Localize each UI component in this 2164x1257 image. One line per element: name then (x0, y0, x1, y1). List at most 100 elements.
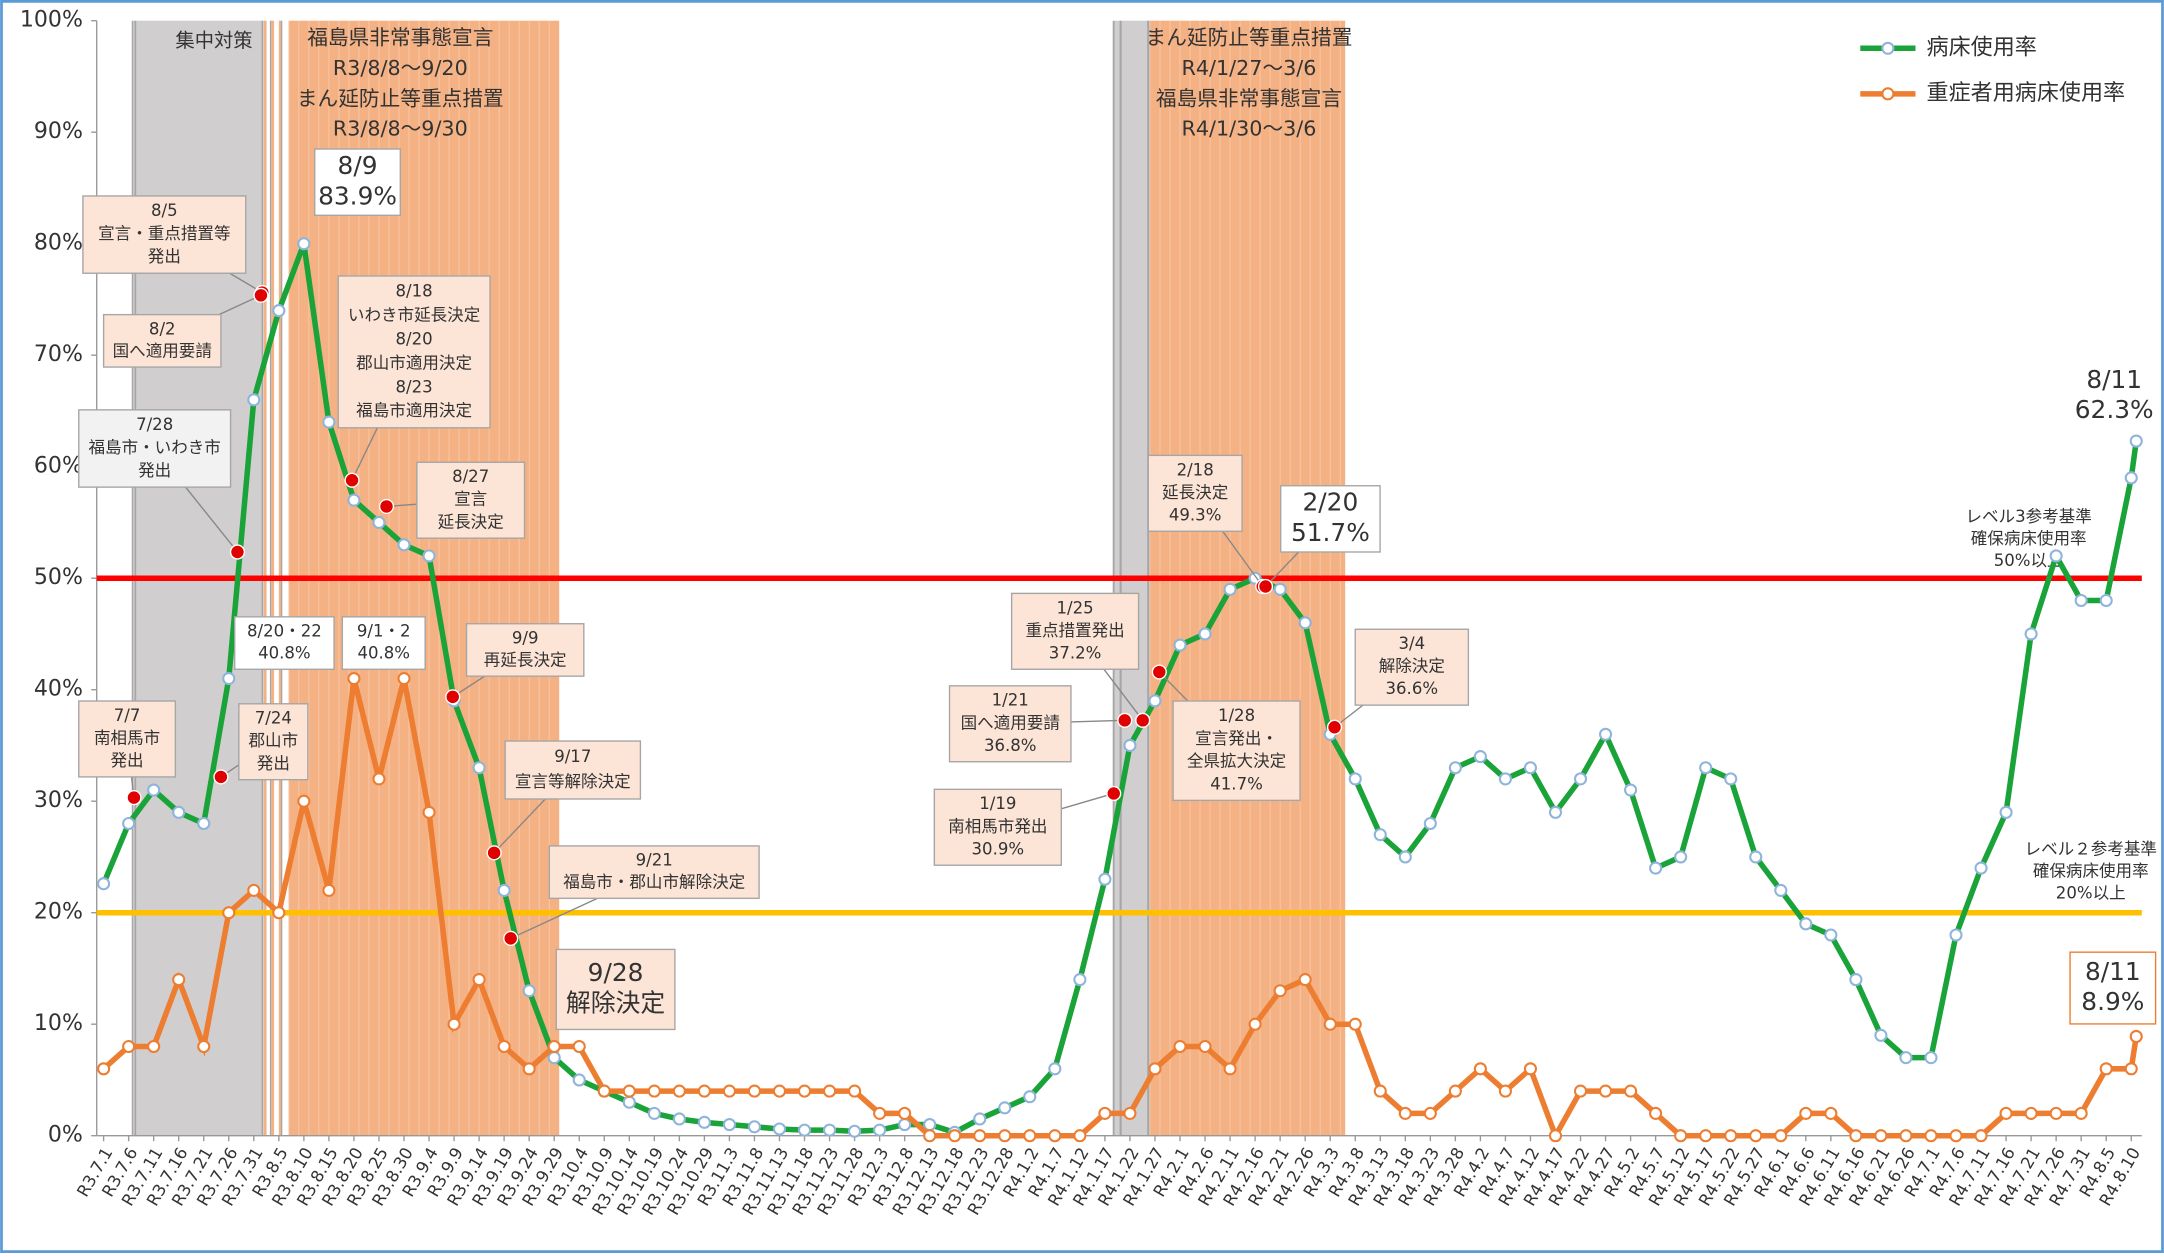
data-point (898, 1106, 912, 1120)
data-point (2129, 434, 2143, 448)
region-label: まん延防止等重点措置 (297, 86, 504, 110)
callout-box (1280, 485, 1381, 553)
data-point (397, 671, 411, 686)
data-point (622, 1084, 636, 1098)
data-point (222, 671, 236, 686)
y-tick-label: 80% (34, 231, 83, 256)
data-point (172, 973, 186, 987)
data-point (1298, 616, 1312, 630)
callout-text: 発出 (111, 751, 144, 770)
callout-point (378, 498, 395, 515)
reference-label: 確保病床使用率 (2033, 862, 2149, 881)
data-point (1674, 850, 1688, 864)
callout-box (82, 195, 247, 274)
legend-label: 重症者用病床使用率 (1927, 81, 2126, 106)
callout-point (253, 287, 269, 303)
data-point (222, 906, 236, 920)
callout-text: 51.7% (1291, 518, 1370, 547)
data-point (1599, 727, 1613, 741)
callout-point (1257, 578, 1274, 595)
y-tick-label: 60% (34, 454, 83, 479)
callout-text: 延長決定 (1162, 483, 1228, 502)
data-point (772, 1084, 787, 1098)
region-label: 福島県非常事態宣言 (307, 26, 493, 50)
callout-box (933, 788, 1062, 866)
data-point (1173, 638, 1187, 652)
callout-text: 7/28 (136, 415, 173, 434)
callout-text: 8/9 (338, 151, 378, 180)
callout-text: 国へ適用要請 (961, 713, 1060, 732)
callout-text: 8/2 (149, 319, 176, 338)
legend-marker (1881, 87, 1895, 101)
data-point (1498, 1084, 1512, 1098)
y-tick-label: 20% (34, 900, 83, 925)
callout-text: 発出 (148, 247, 181, 266)
data-point (1073, 973, 1087, 987)
data-point (797, 1123, 812, 1137)
data-point (797, 1084, 812, 1098)
region-label: まん延防止等重点措置 (1146, 26, 1353, 50)
callout-text: 9/17 (554, 747, 591, 766)
data-point (172, 805, 186, 819)
data-point (1674, 1129, 1688, 1143)
data-point (472, 973, 486, 987)
data-point (1498, 772, 1512, 786)
callout-point (213, 769, 229, 785)
data-point (1999, 1106, 2013, 1120)
data-point (1448, 761, 1462, 775)
data-point (522, 984, 536, 998)
data-point (747, 1084, 762, 1098)
callout-text: 郡山市 (249, 731, 299, 750)
data-point (1223, 1062, 1237, 1076)
data-point (1699, 1129, 1713, 1143)
data-point (1423, 1106, 1437, 1120)
data-point (1048, 1062, 1062, 1076)
region-label: R3/8/8～9/30 (333, 117, 468, 141)
data-point (372, 515, 386, 530)
data-point (923, 1117, 937, 1132)
data-point (1173, 1039, 1187, 1054)
callout-box (504, 740, 642, 800)
legend-label: 病床使用率 (1927, 35, 2037, 60)
data-point (497, 1039, 511, 1054)
callout-text: 30.9% (972, 839, 1025, 858)
data-point (572, 1039, 586, 1054)
callout-text: 62.3% (2075, 395, 2154, 424)
reference-label: 50%以上 (1994, 551, 2064, 570)
callout-text: 83.9% (318, 181, 397, 210)
data-point (1949, 1129, 1963, 1143)
callout-text: 36.8% (984, 736, 1037, 755)
data-point (1649, 1106, 1663, 1120)
data-point (1373, 1084, 1387, 1098)
data-point (647, 1106, 661, 1120)
y-tick-label: 100% (20, 8, 83, 33)
data-point (1548, 805, 1563, 819)
data-point (1699, 761, 1713, 775)
callout-text: 3/4 (1398, 634, 1425, 653)
callout-point (1151, 664, 1167, 680)
callout-text: 8/23 (396, 377, 433, 396)
data-point (1774, 1129, 1788, 1143)
callout-text: 9/1・2 (357, 622, 411, 641)
data-point (2124, 1062, 2138, 1076)
data-point (672, 1084, 686, 1098)
data-point (2099, 593, 2113, 608)
data-point (1899, 1129, 1913, 1143)
data-point (1123, 1106, 1137, 1120)
data-point (1724, 1129, 1738, 1143)
data-point (1323, 1017, 1337, 1031)
data-point (848, 1124, 862, 1138)
data-point (472, 761, 486, 775)
data-point (1123, 738, 1137, 753)
callout-text: 再延長決定 (484, 650, 567, 669)
data-point (347, 671, 361, 686)
data-point (497, 883, 511, 897)
data-point (2129, 1029, 2143, 1044)
data-point (247, 393, 261, 407)
data-point (923, 1129, 937, 1143)
data-point (322, 883, 336, 897)
data-point (247, 883, 261, 897)
callout-text: 9/21 (636, 851, 673, 870)
data-point (822, 1123, 837, 1137)
data-point (1824, 1106, 1838, 1120)
